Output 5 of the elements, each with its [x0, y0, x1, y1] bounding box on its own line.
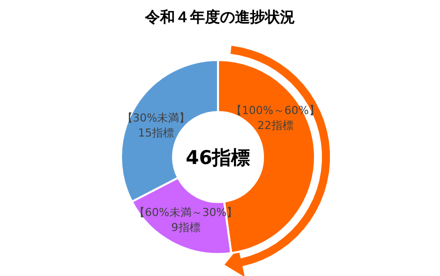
data-label: 9指標 [171, 221, 200, 234]
data-label: 15指標 [138, 126, 174, 140]
data-label: 22指標 [257, 118, 294, 132]
chart-title: 令和４年度の進捗状況 [144, 8, 295, 26]
text: 46指標 [186, 147, 250, 169]
